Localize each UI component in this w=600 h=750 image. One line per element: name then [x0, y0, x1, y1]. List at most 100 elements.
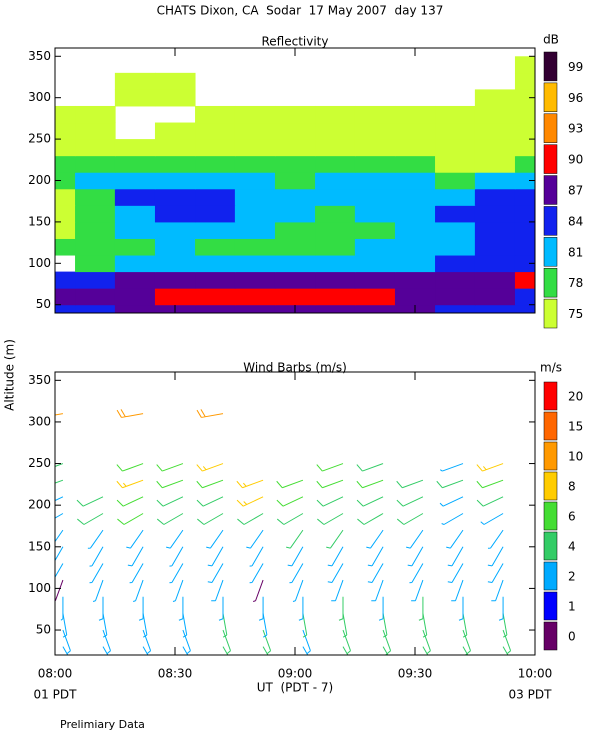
contour-cell [315, 105, 356, 124]
colorbar-label: 10 [568, 450, 583, 464]
contour-cell [274, 188, 316, 206]
wind-barb [462, 646, 469, 655]
colorbar-label: 99 [568, 60, 583, 74]
colorbar-label: 8 [568, 480, 576, 494]
wind-barb [276, 496, 304, 507]
panel-title: Reflectivity [261, 35, 328, 49]
colorbar-label: 75 [568, 307, 583, 321]
wind-barb [317, 513, 344, 525]
contour-cell [75, 238, 116, 256]
right-note: 03 PDT [509, 688, 553, 702]
contour-cell [55, 139, 76, 157]
wind-barb [55, 479, 64, 484]
wind-barb [422, 613, 428, 638]
contour-cell [154, 205, 196, 223]
wind-barb [116, 463, 144, 472]
wind-barb [196, 496, 224, 507]
contour-cell [154, 271, 196, 289]
contour-cell [514, 271, 535, 289]
colorbar-segment [543, 561, 558, 591]
wind-barb [289, 563, 304, 584]
contour-cell [274, 271, 316, 289]
colorbar-segment [543, 471, 558, 501]
contour-cell [75, 255, 116, 273]
colorbar-label: 20 [568, 390, 583, 404]
contour-cell [354, 188, 396, 206]
wind-barb [407, 546, 424, 567]
contour-cell [474, 188, 516, 206]
wind-barb [142, 646, 149, 655]
wind-barb [133, 579, 144, 602]
wind-barb [207, 546, 224, 567]
colorbar-segment [543, 175, 558, 205]
contour-cell [55, 105, 76, 124]
contour-cell [354, 255, 396, 273]
y-tick-label: 350 [28, 373, 51, 387]
contour-cell [354, 238, 396, 256]
wind-barb [498, 596, 504, 621]
contour-cell [274, 205, 316, 223]
y-tick-label: 50 [36, 623, 51, 637]
contour-cell [195, 288, 236, 306]
colorbar-label: 4 [568, 540, 576, 554]
wind-barb [447, 563, 464, 583]
contour-cell [315, 288, 356, 306]
wind-barb [129, 563, 144, 584]
contour-cell [195, 155, 236, 173]
wind-barb [302, 646, 309, 655]
figure-title: CHATS Dixon, CA Sodar 17 May 2007 day 13… [157, 4, 444, 18]
contour-cell [474, 288, 516, 306]
contour-cell [514, 172, 535, 190]
contour-cell [274, 122, 316, 140]
contour-cell [195, 271, 236, 289]
contour-cell [394, 122, 436, 140]
wind-barb [476, 479, 504, 489]
wind-barb [55, 563, 64, 579]
wind-barb [422, 629, 431, 654]
wind-barb [382, 629, 392, 655]
contour-cell [195, 238, 236, 256]
colorbar-segment [543, 591, 558, 621]
wind-barb [218, 596, 224, 621]
contour-cell [195, 188, 236, 206]
contour-cell [154, 139, 196, 157]
contour-cell [195, 221, 236, 239]
wind-barb [342, 629, 351, 654]
contour-cell [514, 304, 535, 313]
contour-cell [354, 139, 396, 157]
wind-barb [458, 596, 464, 621]
wind-barb [367, 563, 384, 583]
contour-cell [75, 105, 116, 124]
colorbar-title: m/s [540, 361, 562, 375]
wind-barb [439, 463, 464, 472]
y-tick-label: 150 [28, 539, 51, 553]
contour-cell [315, 188, 356, 206]
colorbar-segment [543, 411, 558, 441]
contour-cell [474, 255, 516, 273]
contour-cell [114, 188, 156, 206]
contour-cell [55, 304, 76, 313]
wind-barb [92, 579, 104, 602]
wind-barb [331, 579, 344, 602]
colorbar-segment [543, 381, 558, 411]
y-tick-label: 100 [28, 256, 51, 270]
contour-cell [114, 255, 156, 273]
contour-cell [75, 221, 116, 239]
contour-cell [55, 188, 76, 206]
contour-cell [474, 122, 516, 140]
contour-cell [514, 255, 535, 273]
contour-cell [435, 205, 476, 223]
contour-cell [514, 155, 535, 173]
contour-cell [154, 255, 196, 273]
contour-cell [435, 155, 476, 173]
wind-barb [236, 496, 264, 507]
contour-cell [114, 139, 156, 157]
wind-barb [55, 413, 64, 416]
contour-cell [315, 271, 356, 289]
wind-barb [292, 579, 304, 602]
wind-barb [55, 463, 64, 467]
wind-barb [116, 479, 144, 489]
contour-cell [514, 238, 535, 256]
contour-cell [55, 122, 76, 140]
wind-barb [371, 579, 384, 602]
